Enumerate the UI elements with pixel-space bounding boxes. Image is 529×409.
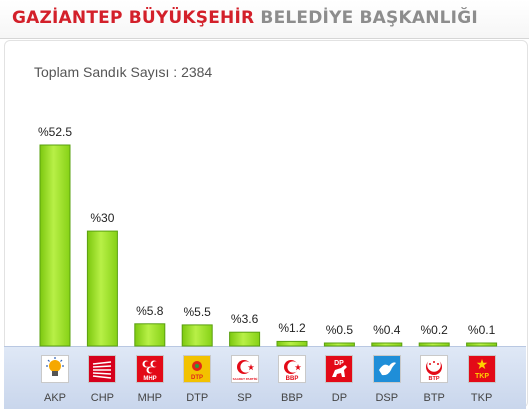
tkp-star-icon: TKP xyxy=(468,356,495,382)
value-label-mhp: %5.8 xyxy=(136,303,164,318)
category-label-sp: SP xyxy=(237,392,252,404)
value-label-sp: %3.6 xyxy=(230,312,259,327)
svg-text:TKP: TKP xyxy=(475,373,489,380)
bar-akp xyxy=(39,144,71,347)
bar-bbp xyxy=(276,340,308,347)
category-label-chp: CHP xyxy=(90,392,114,404)
category-label-tkp: TKP xyxy=(470,392,493,404)
logo-btp: BTP xyxy=(420,355,449,383)
value-label-akp: %52.5 xyxy=(37,125,73,139)
logo-mhp: MHP xyxy=(135,355,164,383)
category-label-dp: DP xyxy=(331,392,348,404)
category-label-bbp: BBP xyxy=(280,392,303,404)
crescent-star-icon: BBP xyxy=(279,356,305,382)
category-label-dsp: DSP xyxy=(375,392,399,404)
logo-dp: DP xyxy=(325,355,354,383)
category-label-dtp: DTP xyxy=(186,392,209,404)
value-label-dp: %0.5 xyxy=(325,323,354,337)
bar-chp xyxy=(86,230,118,347)
dove-icon xyxy=(373,356,400,382)
bar-mhp xyxy=(134,323,166,347)
bar-sp xyxy=(229,331,261,347)
logo-tkp: TKP xyxy=(467,355,496,383)
bar-dtp xyxy=(181,324,213,347)
svg-text:MHP: MHP xyxy=(143,376,156,382)
svg-text:DP: DP xyxy=(335,360,345,367)
category-label-mhp: MHP xyxy=(137,392,163,404)
logo-bbp: BBP xyxy=(278,355,306,383)
logo-dtp: DTP xyxy=(183,355,212,383)
value-label-dtp: %5.5 xyxy=(183,304,211,319)
bar-tkp xyxy=(466,342,498,347)
logo-sp: SAADET PARTİSİ xyxy=(230,355,259,383)
title-office: BELEDİYE BAŞKANLIĞI xyxy=(260,8,478,28)
ballot-count: Toplam Sandık Sayısı : 2384 xyxy=(34,64,213,80)
crescent-star-icon: SAADET PARTİSİ xyxy=(231,356,258,382)
value-label-tkp: %0.1 xyxy=(467,323,496,337)
svg-text:DTP: DTP xyxy=(191,375,203,381)
value-label-btp: %0.2 xyxy=(420,323,448,337)
value-label-dsp: %0.4 xyxy=(373,323,401,337)
lightbulb-icon xyxy=(46,357,64,376)
header-bar: GAZİANTEP BÜYÜKŞEHİR BELEDİYE BAŞKANLIĞI xyxy=(0,0,529,39)
six-arrows-icon xyxy=(89,356,116,382)
logo-chp xyxy=(88,355,117,383)
svg-text:BBP: BBP xyxy=(286,376,299,382)
bar-btp xyxy=(418,342,450,347)
value-label-bbp: %1.2 xyxy=(278,321,306,336)
bar-dsp xyxy=(371,342,403,347)
page-title: GAZİANTEP BÜYÜKŞEHİR BELEDİYE BAŞKANLIĞI xyxy=(12,8,478,28)
dtp-flower-icon: DTP xyxy=(184,356,211,382)
crescent-stars-icon: BTP xyxy=(421,356,448,382)
value-label-chp: %30 xyxy=(90,211,115,226)
svg-text:SAADET PARTİSİ: SAADET PARTİSİ xyxy=(232,376,257,381)
bar-dp xyxy=(323,342,355,347)
title-city: GAZİANTEP BÜYÜKŞEHİR xyxy=(12,8,255,28)
category-label-btp: BTP xyxy=(423,392,445,404)
logo-akp xyxy=(41,355,69,383)
category-label-akp: AKP xyxy=(43,392,66,404)
logo-dsp xyxy=(372,355,401,383)
svg-text:BTP: BTP xyxy=(429,376,440,382)
horse-icon: DP xyxy=(326,356,353,382)
three-crescents-icon: MHP xyxy=(136,356,163,382)
